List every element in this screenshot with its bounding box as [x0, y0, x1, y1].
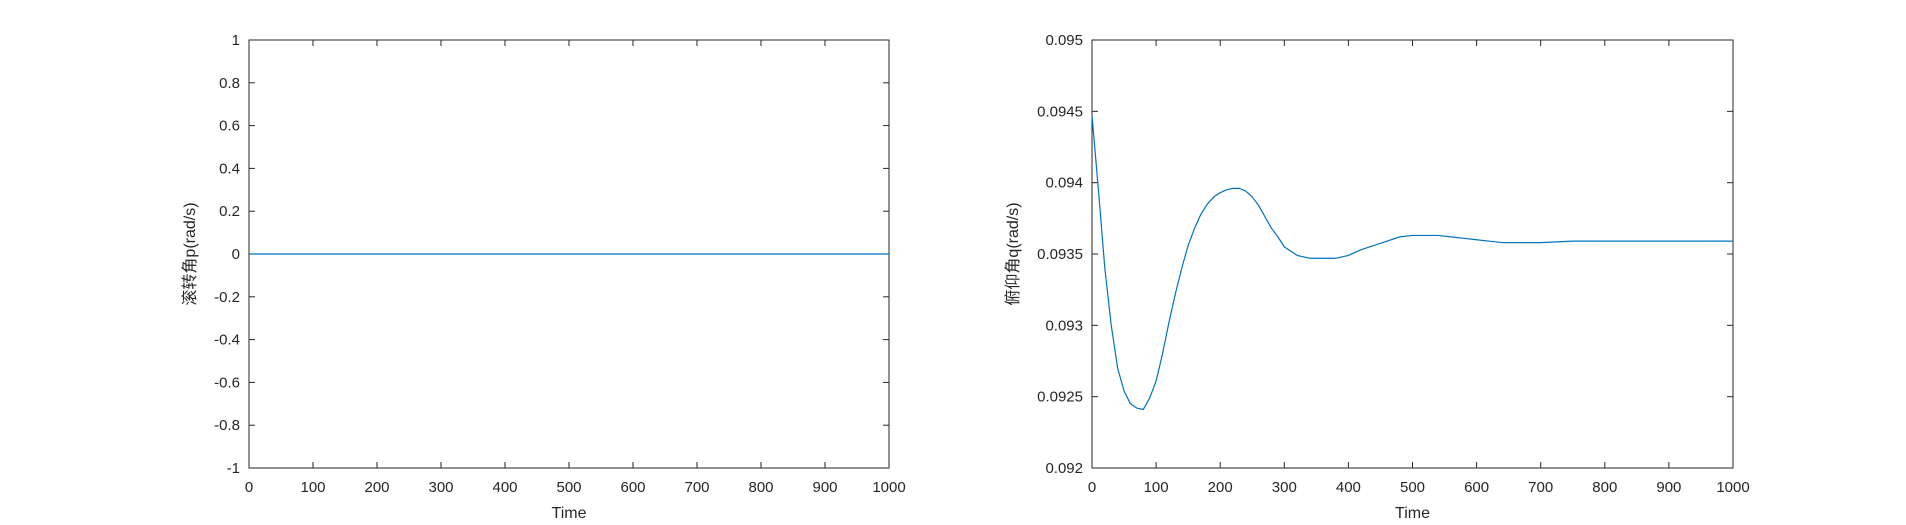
roll-x-tick-label: 600 — [620, 479, 645, 496]
roll-x-tick-label: 300 — [428, 479, 453, 496]
pitch-y-axis-label: 俯仰角q(rad/s) — [1004, 202, 1022, 305]
pitch-x-tick-label: 400 — [1336, 479, 1361, 496]
pitch-y-tick-label: 0.092 — [1045, 460, 1083, 477]
roll-y-tick-label: 0.8 — [219, 75, 240, 92]
pitch-rate-plot: 0 100 200 300 400 500 600 700 800 900 1000 0.092 0.0… — [1004, 32, 1750, 522]
pitch-x-tick-label: 700 — [1528, 479, 1553, 496]
roll-x-tick-label: 400 — [492, 479, 517, 496]
roll-y-tick-label: -1 — [227, 460, 240, 477]
roll-y-tick-label: -0.6 — [214, 374, 240, 391]
pitch-x-tick-label: 0 — [1088, 479, 1096, 496]
pitch-x-tick-label: 1000 — [1716, 479, 1749, 496]
roll-y-tick-label: 1 — [232, 32, 240, 49]
pitch-y-tick-label: 0.0925 — [1037, 389, 1083, 406]
roll-x-tick-label: 800 — [748, 479, 773, 496]
roll-x-tick-label: 500 — [556, 479, 581, 496]
roll-x-tick-label: 700 — [684, 479, 709, 496]
roll-y-axis-label: 滚转角p(rad/s) — [181, 202, 199, 305]
roll-x-axis-label: Time — [552, 505, 587, 522]
pitch-x-axis-label: Time — [1395, 505, 1430, 522]
pitch-x-tick-label: 600 — [1464, 479, 1489, 496]
pitch-y-tick-label: 0.0935 — [1037, 246, 1083, 263]
roll-x-tick-label: 200 — [364, 479, 389, 496]
pitch-axes-box — [1091, 39, 1734, 469]
roll-y-tick-label: 0.6 — [219, 118, 240, 135]
roll-y-tick-label: 0 — [232, 246, 240, 263]
pitch-x-tick-label: 900 — [1656, 479, 1681, 496]
roll-y-tick-label: -0.4 — [214, 332, 240, 349]
roll-x-tick-label: 100 — [300, 479, 325, 496]
pitch-x-tick-label: 300 — [1272, 479, 1297, 496]
pitch-x-tick-label: 200 — [1208, 479, 1233, 496]
pitch-y-tick-label: 0.0945 — [1037, 103, 1083, 120]
roll-rate-plot: 0 100 200 300 400 500 600 700 800 900 1000 -1 -0.8 -0… — [181, 32, 906, 522]
roll-x-tick-label: 900 — [812, 479, 837, 496]
roll-y-tick-label: -0.2 — [214, 289, 240, 306]
roll-x-tick-label: 1000 — [872, 479, 905, 496]
pitch-x-tick-label: 500 — [1400, 479, 1425, 496]
pitch-x-tick-label: 800 — [1592, 479, 1617, 496]
pitch-y-tick-label: 0.093 — [1045, 317, 1083, 334]
pitch-y-tick-label: 0.094 — [1045, 175, 1083, 192]
pitch-series-line-0 — [1091, 115, 1733, 411]
roll-y-tick-label: 0.4 — [219, 160, 240, 177]
pitch-x-tick-label: 100 — [1144, 479, 1169, 496]
roll-x-tick-label: 0 — [245, 479, 253, 496]
roll-y-tick-label: 0.2 — [219, 203, 240, 220]
roll-y-tick-label: -0.8 — [214, 417, 240, 434]
pitch-y-tick-label: 0.095 — [1045, 32, 1083, 49]
